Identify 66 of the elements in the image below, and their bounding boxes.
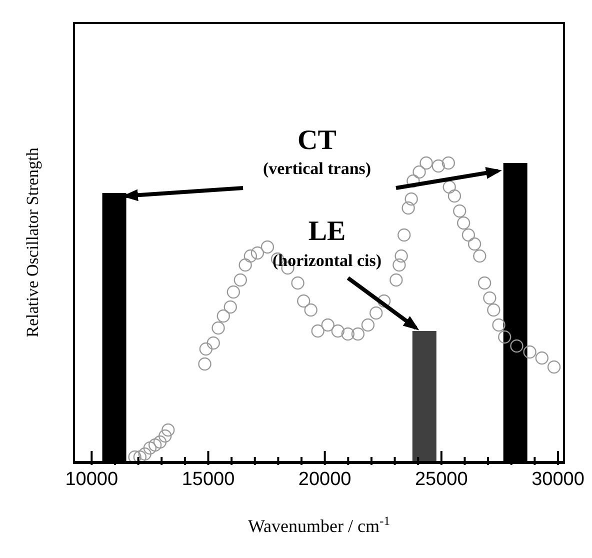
x-tick-label: 30000 bbox=[532, 469, 584, 490]
point bbox=[351, 327, 365, 341]
point bbox=[158, 429, 172, 443]
point bbox=[341, 327, 355, 341]
point bbox=[420, 156, 433, 170]
point bbox=[361, 318, 375, 332]
point bbox=[321, 318, 334, 332]
point bbox=[498, 330, 512, 344]
x-axis-title: Wavenumber / cm$^{-1}$ bbox=[248, 514, 390, 536]
point bbox=[487, 303, 500, 317]
point bbox=[404, 192, 418, 206]
point bbox=[510, 339, 524, 353]
point bbox=[462, 228, 476, 242]
x-tick-label: 15000 bbox=[182, 469, 235, 490]
point bbox=[198, 357, 212, 371]
point bbox=[442, 156, 456, 170]
point bbox=[478, 276, 492, 290]
point bbox=[199, 342, 213, 356]
point bbox=[398, 228, 411, 242]
point bbox=[297, 294, 310, 308]
point bbox=[492, 318, 506, 332]
point bbox=[291, 276, 304, 290]
point bbox=[370, 306, 383, 320]
point bbox=[143, 441, 157, 455]
point bbox=[162, 423, 175, 437]
point bbox=[216, 309, 230, 323]
point bbox=[468, 237, 482, 251]
point bbox=[402, 201, 415, 215]
point bbox=[392, 258, 406, 272]
point bbox=[473, 249, 486, 263]
point bbox=[535, 351, 549, 365]
point bbox=[523, 345, 536, 359]
point bbox=[394, 249, 408, 263]
point bbox=[304, 303, 318, 317]
annotation: LE bbox=[308, 216, 346, 248]
point bbox=[138, 447, 152, 461]
point bbox=[234, 273, 248, 287]
point bbox=[412, 165, 426, 179]
point bbox=[453, 204, 466, 218]
point bbox=[390, 273, 403, 287]
point bbox=[148, 438, 162, 452]
point bbox=[238, 258, 252, 272]
point bbox=[331, 324, 344, 338]
point bbox=[153, 435, 167, 449]
y-axis-title: Relative Oscillator Strength bbox=[23, 147, 42, 338]
text: CT bbox=[298, 125, 336, 157]
point bbox=[448, 189, 462, 203]
point bbox=[260, 240, 274, 254]
point bbox=[432, 159, 445, 173]
point bbox=[224, 300, 237, 314]
point bbox=[226, 285, 240, 299]
annotation: (vertical trans) bbox=[262, 159, 372, 179]
x-tick-label: 25000 bbox=[414, 469, 468, 490]
point bbox=[212, 321, 225, 335]
point bbox=[547, 360, 561, 374]
point bbox=[456, 216, 470, 230]
point bbox=[244, 249, 258, 263]
annotation: (horizontal cis) bbox=[272, 251, 382, 271]
point bbox=[311, 324, 324, 338]
point bbox=[250, 246, 264, 260]
x-tick-label: 10000 bbox=[65, 469, 118, 490]
x-tick-label: 20000 bbox=[298, 469, 352, 490]
point bbox=[206, 336, 220, 350]
point bbox=[483, 291, 496, 305]
point bbox=[377, 294, 391, 308]
point bbox=[442, 180, 456, 194]
